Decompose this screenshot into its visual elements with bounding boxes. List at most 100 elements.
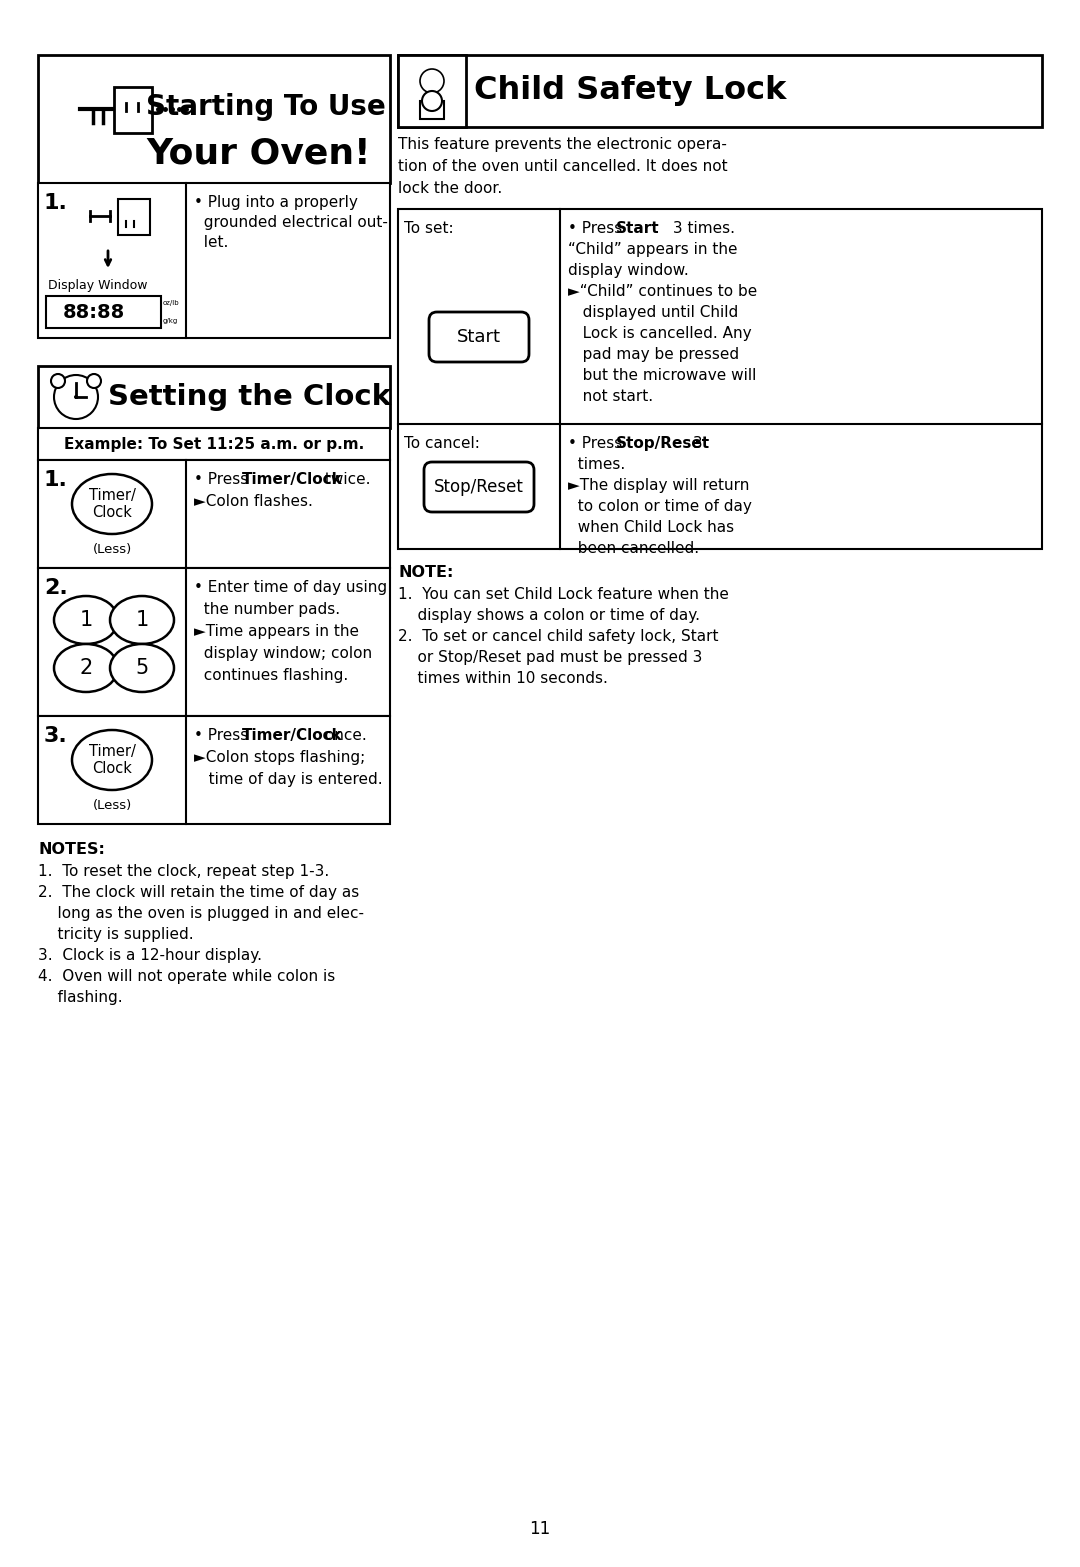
Text: 2.  To set or cancel child safety lock, Start: 2. To set or cancel child safety lock, S…	[399, 628, 718, 644]
Text: To set:: To set:	[404, 221, 454, 237]
Text: tricity is supplied.: tricity is supplied.	[38, 928, 193, 942]
FancyBboxPatch shape	[38, 183, 390, 338]
Text: 1.: 1.	[44, 470, 68, 490]
Text: Child Safety Lock: Child Safety Lock	[474, 75, 786, 107]
FancyBboxPatch shape	[38, 461, 390, 567]
Text: Starting To Use: Starting To Use	[146, 92, 386, 121]
Text: 5: 5	[135, 658, 149, 679]
Text: g/kg: g/kg	[163, 318, 178, 324]
Text: or Stop/Reset pad must be pressed 3: or Stop/Reset pad must be pressed 3	[399, 650, 702, 664]
Text: grounded electrical out-: grounded electrical out-	[194, 215, 388, 230]
Text: Setting the Clock: Setting the Clock	[108, 382, 391, 411]
Text: Timer/
Clock: Timer/ Clock	[89, 744, 135, 776]
Text: Example: To Set 11:25 a.m. or p.m.: Example: To Set 11:25 a.m. or p.m.	[64, 437, 364, 451]
Text: Stop/Reset: Stop/Reset	[434, 478, 524, 497]
Text: Stop/Reset: Stop/Reset	[616, 436, 711, 451]
Text: to colon or time of day: to colon or time of day	[568, 498, 752, 514]
Text: 1.  You can set Child Lock feature when the: 1. You can set Child Lock feature when t…	[399, 588, 729, 602]
Text: twice.: twice.	[320, 472, 370, 487]
Text: 1: 1	[79, 610, 93, 630]
Text: 2.: 2.	[44, 578, 68, 599]
Circle shape	[420, 69, 444, 92]
FancyBboxPatch shape	[399, 208, 1042, 548]
Text: continues flashing.: continues flashing.	[194, 668, 348, 683]
Text: 2.  The clock will retain the time of day as: 2. The clock will retain the time of day…	[38, 885, 360, 899]
Text: ►Colon stops flashing;: ►Colon stops flashing;	[194, 751, 365, 765]
Text: 3.  Clock is a 12-hour display.: 3. Clock is a 12-hour display.	[38, 948, 262, 964]
Text: NOTE:: NOTE:	[399, 566, 454, 580]
Text: Timer/Clock: Timer/Clock	[242, 472, 342, 487]
Circle shape	[75, 395, 78, 400]
Text: 11: 11	[529, 1520, 551, 1537]
Text: Timer/Clock: Timer/Clock	[242, 729, 342, 743]
Text: oz/lb: oz/lb	[163, 299, 179, 306]
Text: not start.: not start.	[568, 389, 653, 404]
Text: the number pads.: the number pads.	[194, 602, 340, 617]
Text: (Less): (Less)	[93, 799, 132, 813]
Text: ►Time appears in the: ►Time appears in the	[194, 624, 359, 639]
Text: • Press: • Press	[194, 472, 253, 487]
Text: NOTES:: NOTES:	[38, 841, 105, 857]
Circle shape	[54, 375, 98, 418]
FancyBboxPatch shape	[38, 567, 390, 716]
Circle shape	[87, 375, 102, 389]
Text: but the microwave will: but the microwave will	[568, 368, 756, 382]
Text: display window; colon: display window; colon	[194, 646, 373, 661]
FancyBboxPatch shape	[429, 312, 529, 362]
Text: 3.: 3.	[44, 726, 68, 746]
Ellipse shape	[54, 595, 118, 644]
Text: 4.  Oven will not operate while colon is: 4. Oven will not operate while colon is	[38, 968, 335, 984]
Text: ►Colon flashes.: ►Colon flashes.	[194, 494, 313, 509]
FancyBboxPatch shape	[114, 88, 152, 133]
Text: This feature prevents the electronic opera-: This feature prevents the electronic ope…	[399, 136, 727, 152]
Ellipse shape	[110, 644, 174, 693]
Text: • Enter time of day using: • Enter time of day using	[194, 580, 387, 595]
Text: when Child Lock has: when Child Lock has	[568, 520, 734, 534]
Text: flashing.: flashing.	[38, 990, 123, 1004]
FancyBboxPatch shape	[38, 367, 390, 428]
Text: Timer/
Clock: Timer/ Clock	[89, 487, 135, 520]
FancyBboxPatch shape	[399, 55, 1042, 127]
Text: To cancel:: To cancel:	[404, 436, 480, 451]
Text: “Child” appears in the: “Child” appears in the	[568, 241, 738, 257]
FancyBboxPatch shape	[46, 296, 161, 328]
Text: displayed until Child: displayed until Child	[568, 306, 739, 320]
Circle shape	[51, 375, 65, 389]
Text: display shows a colon or time of day.: display shows a colon or time of day.	[399, 608, 700, 624]
Text: • Press: • Press	[568, 221, 627, 237]
Ellipse shape	[72, 730, 152, 790]
Ellipse shape	[54, 644, 118, 693]
FancyBboxPatch shape	[38, 55, 390, 183]
Circle shape	[422, 91, 442, 111]
Text: Start: Start	[457, 328, 501, 346]
Text: • Press: • Press	[568, 436, 627, 451]
Text: 3 times.: 3 times.	[669, 221, 735, 237]
Ellipse shape	[72, 473, 152, 534]
Text: 1: 1	[135, 610, 149, 630]
FancyBboxPatch shape	[118, 199, 150, 235]
Text: Display Window: Display Window	[48, 279, 148, 291]
Text: lock the door.: lock the door.	[399, 182, 502, 196]
Text: tion of the oven until cancelled. It does not: tion of the oven until cancelled. It doe…	[399, 158, 728, 174]
Text: Your Oven!: Your Oven!	[146, 136, 370, 171]
Text: pad may be pressed: pad may be pressed	[568, 346, 739, 362]
Ellipse shape	[110, 595, 174, 644]
Text: once.: once.	[320, 729, 367, 743]
Text: let.: let.	[194, 235, 228, 251]
Text: 2: 2	[79, 658, 93, 679]
Text: times.: times.	[568, 458, 625, 472]
Text: Lock is cancelled. Any: Lock is cancelled. Any	[568, 326, 752, 342]
Text: times within 10 seconds.: times within 10 seconds.	[399, 671, 608, 686]
Text: time of day is entered.: time of day is entered.	[194, 773, 382, 787]
FancyBboxPatch shape	[420, 100, 444, 119]
FancyBboxPatch shape	[424, 462, 534, 512]
Text: display window.: display window.	[568, 263, 689, 277]
Text: • Press: • Press	[194, 729, 253, 743]
Text: ►The display will return: ►The display will return	[568, 478, 750, 494]
Text: 3: 3	[688, 436, 703, 451]
Text: 88:88: 88:88	[63, 302, 125, 321]
Text: been cancelled.: been cancelled.	[568, 541, 699, 556]
Text: • Plug into a properly: • Plug into a properly	[194, 194, 357, 210]
Text: Start: Start	[616, 221, 660, 237]
Text: long as the oven is plugged in and elec-: long as the oven is plugged in and elec-	[38, 906, 364, 921]
